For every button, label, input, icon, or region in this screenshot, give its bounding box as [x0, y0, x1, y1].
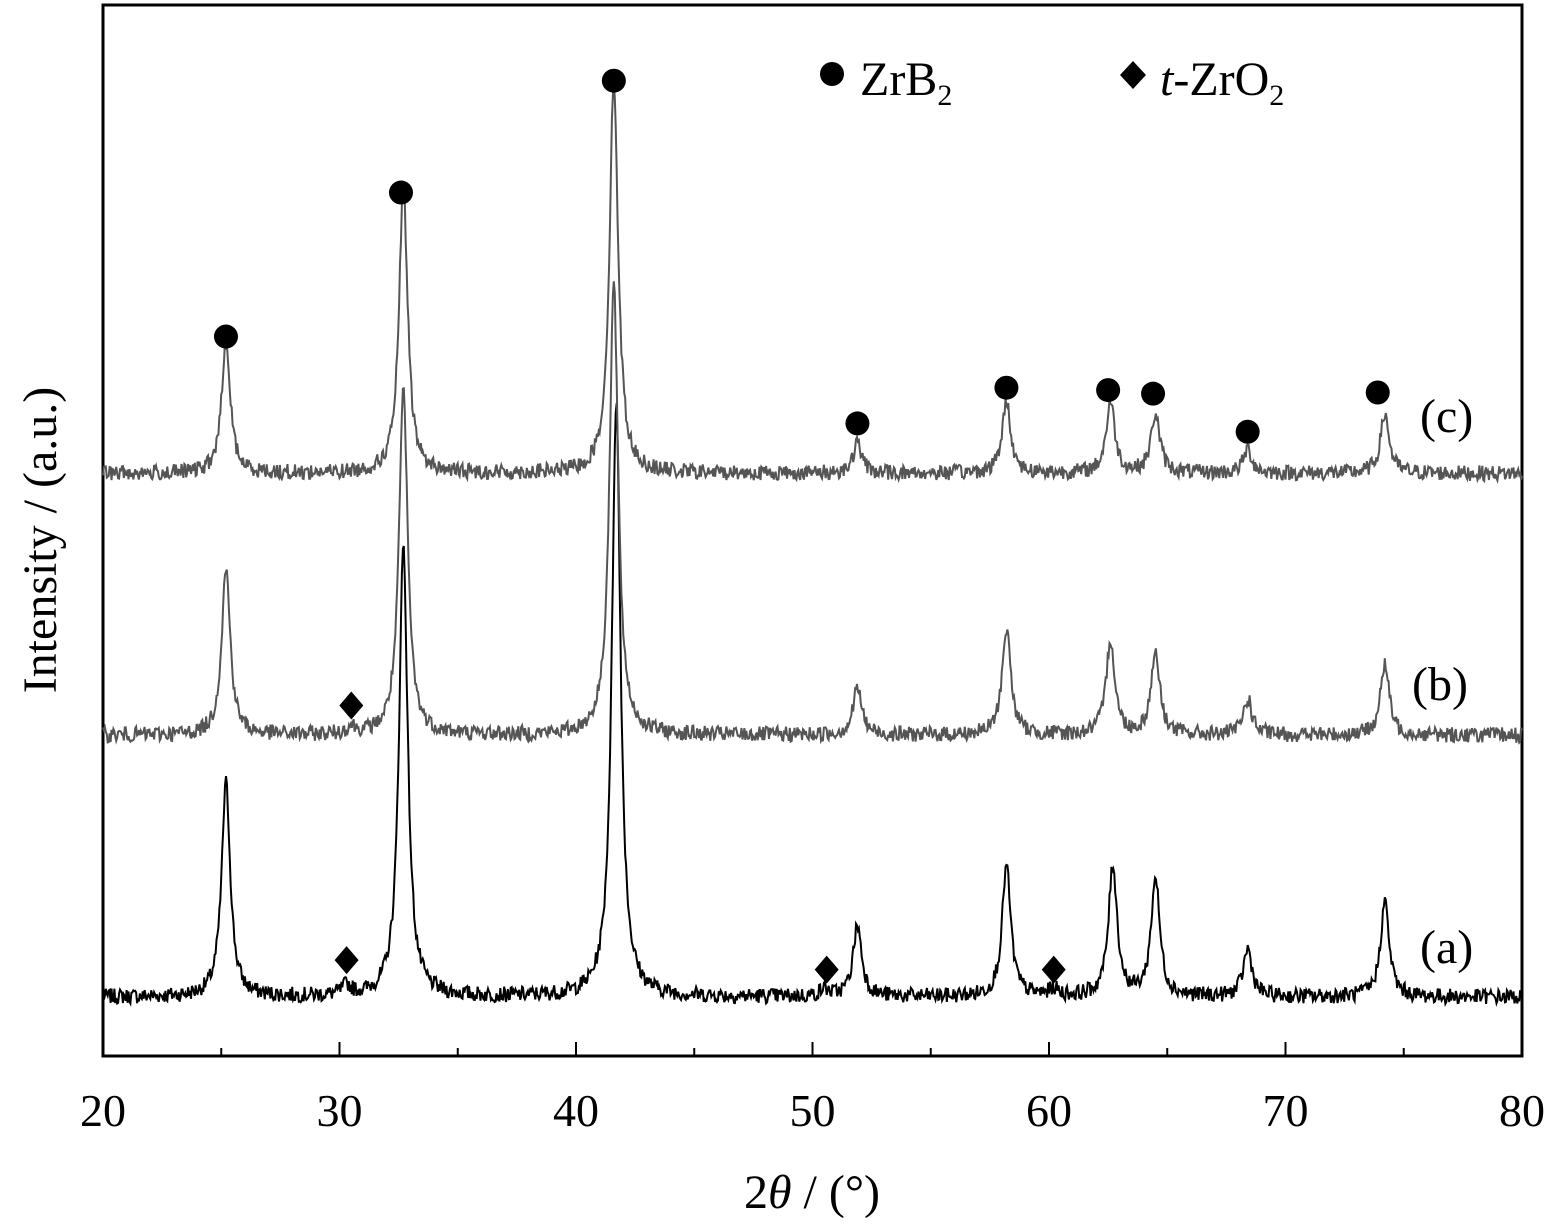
zrb2-peak-marker — [994, 375, 1019, 400]
series-line-0 — [102, 403, 1523, 1008]
x-axis-title-theta: θ — [768, 1166, 792, 1219]
series-label-a: (a) — [1420, 921, 1473, 974]
series-label-b: (b) — [1412, 658, 1468, 711]
zrb2-peak-marker — [1096, 378, 1121, 403]
legend: ZrB2 t-ZrO2 — [820, 53, 1284, 112]
legend-diamond-icon — [1120, 61, 1146, 89]
zrb2-peak-marker — [1141, 381, 1166, 406]
x-tick-label: 70 — [1263, 1085, 1309, 1136]
legend-tzro2-main: -ZrO — [1173, 53, 1269, 106]
legend-zrb2-sub: 2 — [937, 79, 952, 112]
x-tick-label: 30 — [317, 1085, 363, 1136]
tzro2-peak-marker — [814, 955, 839, 984]
x-axis-title-prefix: 2 — [744, 1166, 768, 1219]
legend-tzro2: t-ZrO2 — [1160, 53, 1284, 112]
legend-circle-icon — [820, 62, 844, 86]
x-axis-title: 2θ / (°) — [744, 1166, 880, 1219]
zrb2-peak-marker — [601, 68, 626, 93]
zrb2-peak-marker — [213, 324, 238, 349]
series-label-c: (c) — [1420, 390, 1473, 443]
x-tick-label: 60 — [1026, 1085, 1072, 1136]
x-tick-label: 20 — [80, 1085, 126, 1136]
series-layer — [102, 82, 1523, 1008]
plot-frame — [101, 3, 1524, 1058]
zrb2-peak-marker — [388, 180, 413, 205]
series-line-2 — [102, 82, 1523, 485]
tzro2-peak-marker — [339, 691, 364, 720]
zrb2-peak-marker — [845, 411, 870, 436]
series-line-1 — [102, 281, 1523, 745]
marker-layer — [213, 68, 1390, 984]
legend-tzro2-italic: t — [1160, 53, 1175, 106]
legend-zrb2-main: ZrB — [860, 53, 937, 106]
x-tick-label: 50 — [790, 1085, 836, 1136]
zrb2-peak-marker — [1235, 419, 1260, 444]
legend-tzro2-sub: 2 — [1269, 79, 1284, 112]
x-axis-title-suffix: / (°) — [792, 1166, 881, 1219]
x-tick-label: 80 — [1499, 1085, 1545, 1136]
x-ticks: 20 30 40 50 60 70 80 — [80, 1042, 1545, 1136]
tzro2-peak-marker — [1041, 955, 1066, 984]
y-axis-title: Intensity / (a.u.) — [14, 387, 67, 694]
legend-zrb2: ZrB2 — [860, 53, 952, 112]
tzro2-peak-marker — [334, 946, 359, 975]
x-tick-label: 40 — [553, 1085, 599, 1136]
zrb2-peak-marker — [1365, 380, 1390, 405]
